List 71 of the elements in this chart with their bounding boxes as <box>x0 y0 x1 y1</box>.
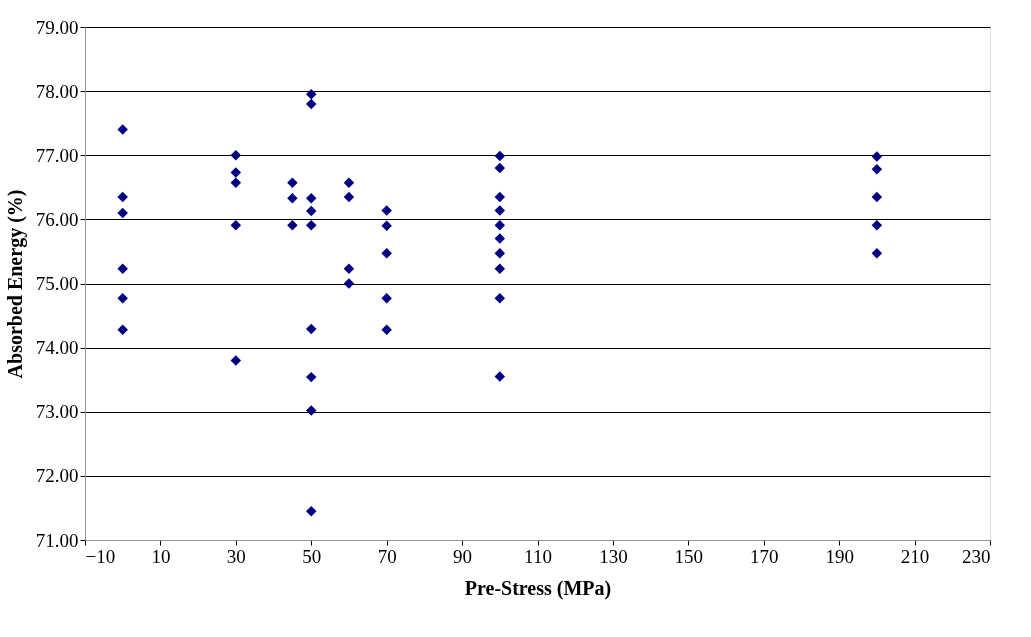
point <box>287 192 298 204</box>
point <box>494 371 506 382</box>
point <box>871 164 883 175</box>
point <box>381 324 392 335</box>
point <box>494 219 506 231</box>
x-tick-label: 150 <box>674 545 704 567</box>
y-tick-label: 78.00 <box>35 80 79 102</box>
y-tick-label: 74.00 <box>35 337 79 359</box>
point <box>306 98 317 110</box>
y-tick-label: 73.00 <box>35 401 79 423</box>
y-tick-label: 79.00 <box>35 16 79 38</box>
point <box>117 207 128 219</box>
point <box>306 219 317 231</box>
point <box>230 150 242 161</box>
y-tick-label: 71.00 <box>35 529 79 551</box>
point <box>871 151 883 162</box>
y-tick-label: 76.00 <box>35 208 79 230</box>
point <box>306 192 317 204</box>
point <box>381 205 392 216</box>
point <box>494 293 506 304</box>
point <box>230 219 242 231</box>
point <box>306 89 317 100</box>
x-axis-title: Pre-Stress (MPa) <box>464 576 612 600</box>
x-tick-label: −10 <box>85 545 116 567</box>
y-tick-label: 72.00 <box>35 465 79 487</box>
x-tick-label: 50 <box>302 545 322 567</box>
point <box>230 355 242 366</box>
point <box>230 167 242 178</box>
x-tick-label: 210 <box>900 545 930 567</box>
x-tick-label: 30 <box>226 545 246 567</box>
x-tick-label: 170 <box>750 545 779 567</box>
point <box>306 371 317 383</box>
x-tick-label: 10 <box>151 545 171 567</box>
y-tick-label: 77.00 <box>35 144 79 166</box>
point <box>494 150 506 162</box>
x-tick-label: 70 <box>377 545 397 567</box>
y-tick-label: 75.00 <box>35 273 79 294</box>
point <box>494 205 506 216</box>
point <box>494 263 506 274</box>
point <box>871 248 883 259</box>
point <box>117 324 128 335</box>
point <box>343 191 355 203</box>
point <box>287 219 298 231</box>
x-tick-label: 130 <box>599 545 628 567</box>
point <box>343 263 355 274</box>
point <box>494 233 506 244</box>
point <box>306 405 317 416</box>
point <box>306 205 317 217</box>
y-axis-title: Absorbed Energy (%) <box>3 189 27 379</box>
point <box>306 505 317 517</box>
x-tick-label: 190 <box>825 545 854 567</box>
point <box>494 191 506 203</box>
point <box>117 263 128 274</box>
point <box>117 293 128 304</box>
point <box>494 162 506 174</box>
x-tick-label: 90 <box>453 545 473 567</box>
point <box>343 177 355 189</box>
point <box>117 191 128 203</box>
point <box>381 248 392 259</box>
point <box>287 177 298 189</box>
point <box>306 323 317 335</box>
point <box>871 219 883 231</box>
x-tick-label: 110 <box>524 545 552 567</box>
point <box>117 124 128 135</box>
point <box>871 191 883 203</box>
x-tick-label: 230 <box>962 545 991 567</box>
point <box>343 278 355 289</box>
point <box>494 248 506 259</box>
point <box>381 293 392 304</box>
point <box>230 177 242 189</box>
point <box>381 220 392 232</box>
